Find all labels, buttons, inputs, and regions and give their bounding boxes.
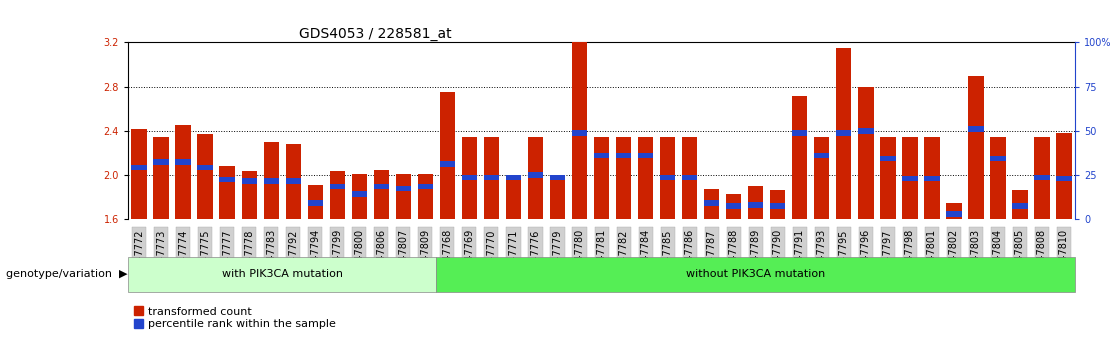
Bar [638, 153, 653, 158]
Bar [461, 137, 477, 219]
Bar [968, 76, 984, 219]
Bar [747, 202, 763, 208]
Bar [550, 175, 565, 219]
Bar [506, 175, 521, 219]
Bar [858, 87, 873, 219]
Bar [197, 165, 213, 170]
Bar [682, 137, 697, 219]
Bar [154, 137, 169, 219]
Bar [528, 137, 544, 219]
Bar [352, 174, 367, 219]
Bar [242, 178, 257, 183]
Bar [990, 156, 1006, 161]
Bar [704, 188, 720, 219]
Bar [925, 137, 939, 219]
Text: without PIK3CA mutation: without PIK3CA mutation [686, 269, 825, 279]
Bar [594, 137, 609, 219]
Bar [837, 48, 851, 219]
Bar [571, 130, 587, 136]
Bar [131, 129, 147, 219]
Bar [880, 156, 896, 161]
Bar [1013, 190, 1028, 219]
Bar [373, 170, 389, 219]
Bar [307, 185, 323, 219]
Bar [747, 186, 763, 219]
Bar [242, 171, 257, 219]
Text: with PIK3CA mutation: with PIK3CA mutation [222, 269, 343, 279]
Bar [616, 153, 632, 158]
Bar [946, 203, 961, 219]
Bar [285, 144, 301, 219]
Bar [792, 96, 808, 219]
Bar [483, 137, 499, 219]
Bar [219, 166, 235, 219]
Bar [154, 159, 169, 165]
Bar [176, 125, 190, 219]
Bar [483, 175, 499, 180]
Bar [461, 175, 477, 180]
FancyBboxPatch shape [437, 257, 1075, 292]
Bar [176, 159, 190, 165]
Bar [440, 161, 456, 167]
Bar [418, 183, 433, 189]
FancyBboxPatch shape [128, 257, 437, 292]
Text: GDS4053 / 228581_at: GDS4053 / 228581_at [299, 28, 451, 41]
Bar [659, 137, 675, 219]
Bar [550, 175, 565, 180]
Bar [307, 200, 323, 206]
Bar [197, 134, 213, 219]
Bar [352, 191, 367, 197]
Bar [418, 174, 433, 219]
Bar [770, 204, 785, 209]
Bar [1013, 204, 1028, 209]
Bar [814, 137, 830, 219]
Bar [131, 165, 147, 170]
Bar [946, 211, 961, 217]
Text: genotype/variation  ▶: genotype/variation ▶ [6, 269, 127, 279]
Bar [638, 137, 653, 219]
Bar [594, 153, 609, 158]
Bar [330, 171, 345, 219]
Bar [858, 128, 873, 134]
Bar [330, 183, 345, 189]
Bar [902, 176, 918, 181]
Bar [395, 174, 411, 219]
Bar [264, 178, 278, 183]
Bar [1034, 175, 1049, 180]
Bar [837, 130, 851, 136]
Bar [726, 204, 742, 209]
Bar [902, 137, 918, 219]
Legend: transformed count, percentile rank within the sample: transformed count, percentile rank withi… [134, 307, 336, 330]
Bar [571, 42, 587, 219]
Bar [814, 153, 830, 158]
Bar [506, 175, 521, 180]
Bar [528, 172, 544, 178]
Bar [264, 142, 278, 219]
Bar [1056, 133, 1072, 219]
Bar [219, 177, 235, 182]
Bar [968, 126, 984, 132]
Bar [285, 178, 301, 183]
Bar [373, 183, 389, 189]
Bar [659, 175, 675, 180]
Bar [682, 175, 697, 180]
Bar [1034, 137, 1049, 219]
Bar [990, 137, 1006, 219]
Bar [395, 186, 411, 191]
Bar [726, 194, 742, 219]
Bar [440, 92, 456, 219]
Bar [792, 130, 808, 136]
Bar [704, 200, 720, 206]
Bar [616, 137, 632, 219]
Bar [880, 137, 896, 219]
Bar [1056, 176, 1072, 181]
Bar [925, 176, 939, 181]
Bar [770, 190, 785, 219]
